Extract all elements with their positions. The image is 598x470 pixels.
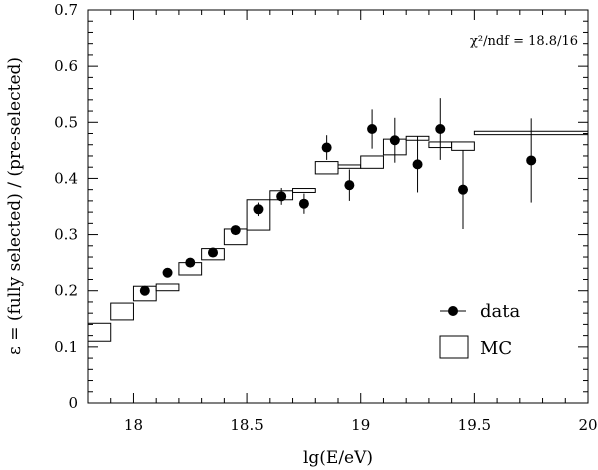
y-tick-label: 0.4 (54, 169, 78, 187)
x-tick-labels: 18 18.5 19 19.5 20 (124, 416, 598, 434)
y-tick-labels: 0 0.1 0.2 0.3 0.4 0.5 0.6 0.7 (54, 1, 78, 412)
mc-box (314, 161, 339, 175)
data-point (389, 135, 400, 146)
mc-box (292, 188, 316, 193)
x-tick-label: 18.5 (230, 416, 263, 434)
y-tick-label: 0.3 (54, 226, 78, 244)
data-point (185, 257, 196, 268)
mc-box (337, 164, 362, 169)
chi2-annotation: χ²/ndf = 18.8/16 (470, 34, 578, 49)
data-point (253, 204, 264, 215)
legend-data-marker (448, 306, 458, 316)
data-point (162, 267, 173, 278)
y-tick-label: 0.6 (54, 57, 78, 75)
data-point (321, 142, 332, 153)
data-point (344, 180, 355, 191)
data-point (276, 191, 287, 202)
legend-mc-label: MC (480, 338, 512, 359)
x-tick-label: 18 (124, 416, 143, 434)
data-point (526, 155, 537, 166)
mc-box (87, 322, 112, 342)
x-tick-label: 20 (578, 416, 597, 434)
data-point (139, 285, 150, 296)
legend-data-label: data (480, 301, 520, 322)
axis-ticks (87, 9, 589, 404)
x-tick-label: 19.5 (458, 416, 491, 434)
data-point (412, 159, 423, 170)
mc-box (360, 155, 384, 169)
y-tick-label: 0 (68, 394, 78, 412)
data-point (458, 184, 468, 195)
x-tick-label: 19 (351, 416, 370, 434)
data-point (367, 124, 378, 135)
data-point (298, 198, 309, 209)
y-tick-label: 0.1 (54, 338, 78, 356)
y-axis-title: ε = (fully selected) / (pre-selected) (5, 57, 25, 355)
x-axis-title: lg(E/eV) (303, 448, 373, 468)
y-tick-label: 0.7 (54, 1, 78, 19)
data-point (208, 247, 218, 258)
mc-box (110, 302, 134, 321)
y-tick-label: 0.5 (54, 113, 78, 131)
y-tick-label: 0.2 (54, 282, 78, 300)
legend-mc-box (439, 335, 469, 359)
data-point (230, 225, 241, 236)
legend: data MC (439, 301, 520, 359)
data-point (435, 124, 446, 135)
mc-box (155, 283, 180, 292)
plot-frame (87, 9, 589, 404)
mc-box (451, 141, 475, 151)
data-points (139, 98, 537, 296)
plot-area (87, 9, 589, 404)
